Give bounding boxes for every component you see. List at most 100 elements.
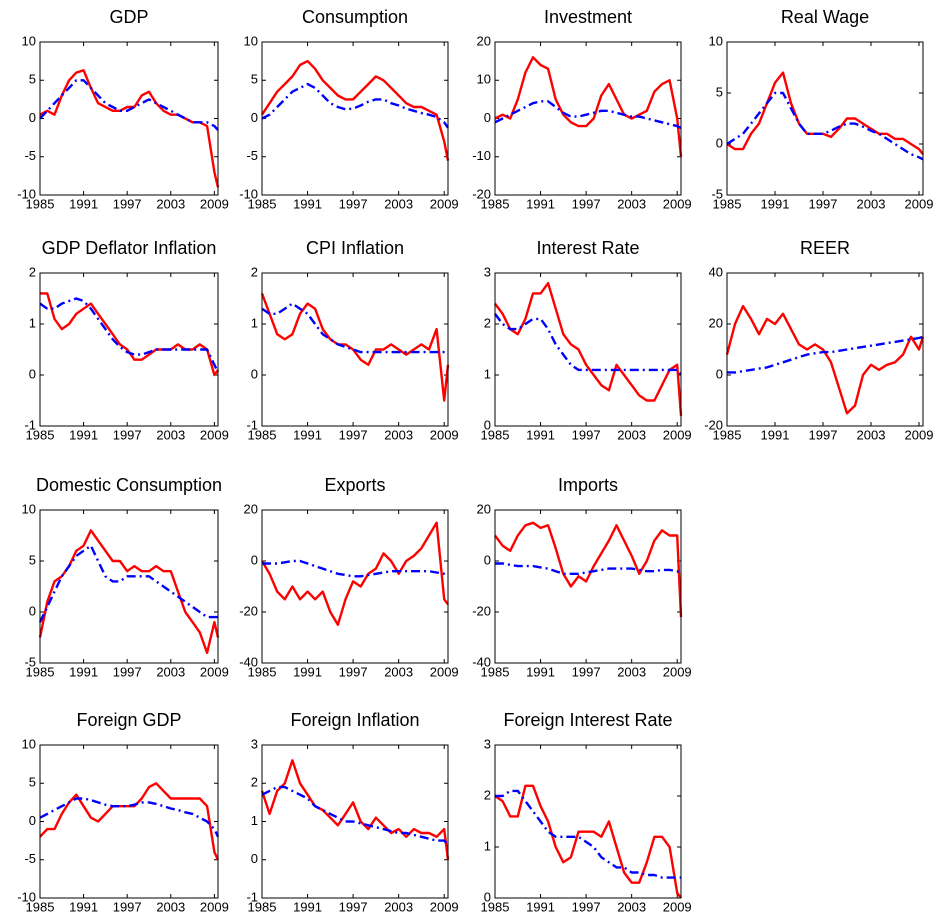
series-line <box>38 544 218 623</box>
series-line <box>260 759 450 860</box>
x-tick-label: 1991 <box>69 196 98 211</box>
y-tick-label: 10 <box>22 33 36 48</box>
x-tick-label: 1997 <box>113 427 142 442</box>
x-tick-label: 1991 <box>526 427 555 442</box>
x-tick-label: 1997 <box>572 196 601 211</box>
x-tick-label: 1985 <box>713 196 742 211</box>
y-tick-label: 0 <box>251 552 258 567</box>
y-tick-label: -1 <box>246 417 258 432</box>
x-tick-label: 1985 <box>481 899 510 914</box>
series-line <box>726 91 924 161</box>
y-tick-label: -10 <box>472 148 491 163</box>
y-tick-label: 2 <box>29 264 36 279</box>
y-tick-label: -5 <box>24 851 36 866</box>
x-tick-label: 1997 <box>113 196 142 211</box>
chart-title: Exports <box>324 475 385 495</box>
x-tick-label: 2009 <box>200 899 229 914</box>
y-tick-label: 0 <box>484 889 491 904</box>
y-tick-label: -10 <box>17 889 36 904</box>
x-tick-label: 1997 <box>572 899 601 914</box>
x-tick-label: 1997 <box>113 899 142 914</box>
x-tick-label: 2003 <box>617 427 646 442</box>
x-tick-label: 2003 <box>156 899 185 914</box>
x-tick-label: 1991 <box>69 427 98 442</box>
y-tick-label: -10 <box>239 186 258 201</box>
y-tick-label: 0 <box>716 366 723 381</box>
y-tick-label: -1 <box>24 417 36 432</box>
y-tick-label: 20 <box>709 315 723 330</box>
series-line <box>495 562 682 575</box>
x-tick-label: 2003 <box>617 664 646 679</box>
x-tick-label: 1997 <box>113 664 142 679</box>
y-tick-label: 0 <box>716 135 723 150</box>
series-line <box>495 789 681 879</box>
x-tick-label: 1997 <box>339 196 368 211</box>
plot-frame <box>39 41 219 196</box>
series-line <box>39 797 220 838</box>
series-line <box>40 292 219 377</box>
y-tick-label: 0 <box>484 110 491 125</box>
x-tick-label: 1991 <box>761 196 790 211</box>
y-tick-label: 0 <box>29 813 36 828</box>
series-line <box>727 335 924 374</box>
plot-frame <box>726 41 924 196</box>
x-tick-label: 1985 <box>481 664 510 679</box>
x-tick-label: 2009 <box>430 899 459 914</box>
x-tick-label: 2003 <box>617 899 646 914</box>
x-tick-label: 1991 <box>69 899 98 914</box>
x-tick-label: 1991 <box>69 664 98 679</box>
y-tick-label: -1 <box>246 889 258 904</box>
x-tick-label: 2003 <box>617 196 646 211</box>
x-tick-label: 1997 <box>339 899 368 914</box>
x-tick-label: 2003 <box>156 427 185 442</box>
plot-frame <box>261 744 449 899</box>
x-tick-label: 1997 <box>809 427 838 442</box>
y-tick-label: 1 <box>251 315 258 330</box>
x-tick-label: 1991 <box>293 427 322 442</box>
y-tick-label: 3 <box>484 264 491 279</box>
y-tick-label: -20 <box>239 603 258 618</box>
x-tick-label: 1985 <box>481 427 510 442</box>
plot-frame <box>494 272 682 427</box>
chart-title: CPI Inflation <box>306 238 404 258</box>
y-tick-label: 20 <box>477 501 491 516</box>
x-tick-label: 1991 <box>293 196 322 211</box>
x-tick-label: 2009 <box>430 196 459 211</box>
x-tick-label: 1991 <box>526 664 555 679</box>
x-tick-label: 2009 <box>430 664 459 679</box>
y-tick-label: -5 <box>711 186 723 201</box>
plot-frame <box>261 272 449 427</box>
series-line <box>726 71 924 155</box>
x-tick-label: 1991 <box>761 427 790 442</box>
y-tick-label: 1 <box>484 366 491 381</box>
chart-title: Interest Rate <box>536 238 639 258</box>
chart-title: GDP <box>109 7 148 27</box>
x-tick-label: 1985 <box>26 427 55 442</box>
y-tick-label: 10 <box>709 33 723 48</box>
x-tick-label: 2003 <box>384 427 413 442</box>
y-tick-label: 0 <box>29 110 36 125</box>
series-line <box>494 56 683 157</box>
chart-title: Foreign Inflation <box>290 710 419 730</box>
plot-frame <box>494 509 682 664</box>
plot-frame <box>494 744 682 899</box>
y-tick-label: 2 <box>484 315 491 330</box>
x-tick-label: 1997 <box>339 664 368 679</box>
x-tick-label: 2009 <box>200 196 229 211</box>
chart-title: Foreign Interest Rate <box>503 710 672 730</box>
y-tick-label: -10 <box>17 186 36 201</box>
y-tick-label: -5 <box>24 148 36 163</box>
y-tick-label: -5 <box>24 654 36 669</box>
x-tick-label: 1997 <box>339 427 368 442</box>
y-tick-label: 0 <box>29 366 36 381</box>
chart-title: Consumption <box>302 7 408 27</box>
y-tick-label: 0 <box>251 851 258 866</box>
x-tick-label: 2009 <box>663 899 692 914</box>
x-tick-label: 1985 <box>713 427 742 442</box>
series-line <box>260 292 450 402</box>
y-tick-label: 0 <box>484 552 491 567</box>
x-tick-label: 2009 <box>200 664 229 679</box>
x-tick-label: 2003 <box>384 664 413 679</box>
y-tick-label: 0 <box>251 366 258 381</box>
x-tick-label: 2009 <box>663 427 692 442</box>
